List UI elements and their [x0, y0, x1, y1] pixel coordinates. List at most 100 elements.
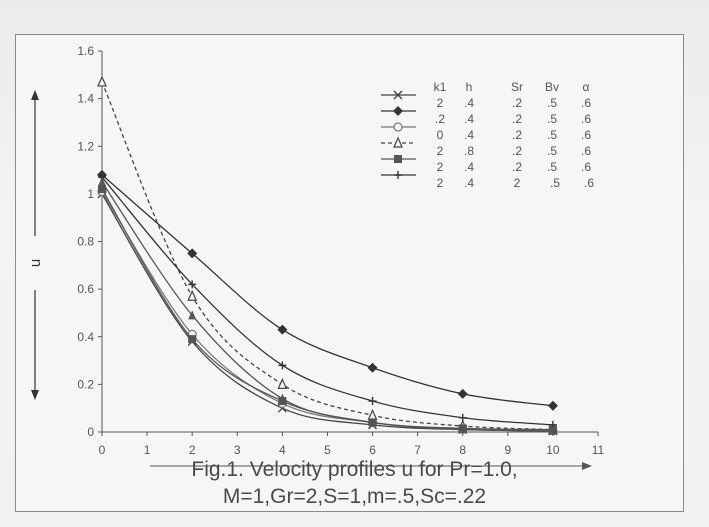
legend-cell: .5: [547, 112, 557, 126]
legend-header-4: α: [583, 80, 590, 94]
marker-triangle-open: [97, 75, 107, 87]
marker-diamond: [367, 362, 378, 373]
x-tick-label: 6: [369, 443, 376, 457]
marker-plus: [458, 413, 467, 422]
legend-cell: .6: [581, 96, 591, 110]
y-tick-label: 0.2: [77, 377, 94, 391]
marker-triangle: [368, 417, 377, 427]
y-arrow-head-up: [31, 90, 39, 100]
marker-diamond: [547, 400, 558, 411]
marker-square: [394, 155, 402, 163]
legend-header-1: h: [466, 80, 473, 94]
x-arrow-head: [582, 462, 592, 470]
marker-triangle: [188, 310, 197, 320]
y-tick-label: 0.4: [77, 330, 94, 344]
x-tick-label: 4: [279, 443, 286, 457]
marker-diamond: [457, 388, 468, 399]
legend-cell: 0: [437, 128, 444, 142]
marker-plus: [394, 171, 402, 179]
legend-cell: 2: [437, 96, 444, 110]
y-axis-arrow: u: [27, 90, 592, 470]
series-line: [101, 181, 553, 432]
legend-cell: .2: [435, 112, 445, 126]
series-5: [98, 185, 557, 434]
legend-cell: .5: [547, 96, 557, 110]
marker-plus: [368, 397, 377, 406]
marker-triangle: [548, 425, 557, 435]
legend-header-0: k1: [434, 80, 447, 94]
y-arrow-head-down: [31, 390, 39, 400]
legend-cell: 2: [437, 160, 444, 174]
legend-cell: .6: [581, 128, 591, 142]
marker-triangle: [278, 393, 287, 403]
caption-line-2: M=1,Gr=2,S=1,m=.5,Sc=.22: [222, 485, 487, 508]
y-axis-label: u: [27, 259, 44, 267]
legend-cell: .2: [512, 96, 522, 110]
legend-header-2: Sr: [511, 80, 523, 94]
y-tick-label: 0: [87, 425, 94, 439]
series-line: [101, 81, 553, 431]
legend-cell: .4: [464, 176, 474, 190]
x-tick-label: 2: [189, 443, 196, 457]
x-tick-label: 1: [144, 443, 151, 457]
legend-cell: .6: [581, 112, 591, 126]
series-line: [101, 174, 553, 407]
marker-triangle: [458, 424, 467, 434]
marker-triangle-open: [187, 289, 198, 301]
series-7: [98, 176, 557, 435]
x-tick-label: 9: [504, 443, 511, 457]
legend-cell: .6: [581, 144, 591, 158]
marker-square: [98, 185, 106, 194]
legend-cell: .2: [512, 144, 522, 158]
x-tick-label: 7: [414, 443, 421, 457]
series-layer: [97, 75, 558, 436]
marker-circle: [393, 122, 403, 132]
y-tick-label: 1: [87, 187, 94, 201]
legend-cell: .2: [512, 112, 522, 126]
legend-cell: 2: [437, 144, 444, 158]
marker-triangle-open: [277, 377, 288, 389]
marker-diamond: [187, 248, 198, 259]
legend-cell: 2: [437, 176, 444, 190]
legend-cell: .6: [584, 176, 594, 190]
x-tick-label: 8: [459, 443, 466, 457]
legend-cell: .4: [464, 96, 474, 110]
axes: 00.20.40.60.811.21.41.60 1 2 3 4 5 6 7 8 9 10 11: [77, 44, 604, 457]
legend-cell: .5: [547, 160, 557, 174]
y-tick-label: 1.6: [77, 44, 94, 58]
y-tick-label: 0.8: [77, 235, 94, 249]
series-line: [101, 193, 553, 432]
marker-plus: [188, 280, 197, 289]
y-tick-label: 1.2: [77, 139, 94, 153]
legend-cell: .4: [464, 160, 474, 174]
legend-cell: .4: [464, 112, 474, 126]
legend-cell: .2: [512, 160, 522, 174]
legend-cell: .5: [547, 144, 557, 158]
series-line: [101, 176, 553, 426]
y-tick-label: 0.6: [77, 282, 94, 296]
marker-triangle: [98, 176, 106, 186]
series-2: [97, 169, 558, 411]
legend-cell: .8: [464, 144, 474, 158]
legend-cell: .5: [550, 176, 560, 190]
x-tick-label: 11: [592, 443, 605, 457]
series-6: [98, 173, 557, 429]
legend-cell: .4: [464, 128, 474, 142]
marker-triangle-open: [393, 136, 403, 148]
marker-square: [188, 335, 197, 344]
legend: k1 h Sr Bv α 2 .4 .2 .5 .6 .2 .4 .2 .5 .6 0 .4 .2 .5 .6 2 .8.…: [381, 80, 594, 190]
legend-header-3: Bv: [545, 80, 559, 94]
marker-diamond: [393, 106, 403, 116]
legend-cell: .2: [512, 128, 522, 142]
x-tick-label: 5: [324, 443, 331, 457]
caption-line-1: Fig.1. Velocity profiles u for Pr=1.0,: [191, 458, 518, 481]
legend-cell: .5: [547, 128, 557, 142]
y-tick-label: 1.4: [77, 92, 94, 106]
x-tick-label: 0: [99, 443, 106, 457]
legend-cell: .6: [581, 160, 591, 174]
marker-diamond: [277, 324, 288, 335]
marker-x: [393, 90, 403, 100]
marker-plus: [278, 361, 287, 370]
legend-cell: 2: [514, 176, 521, 190]
